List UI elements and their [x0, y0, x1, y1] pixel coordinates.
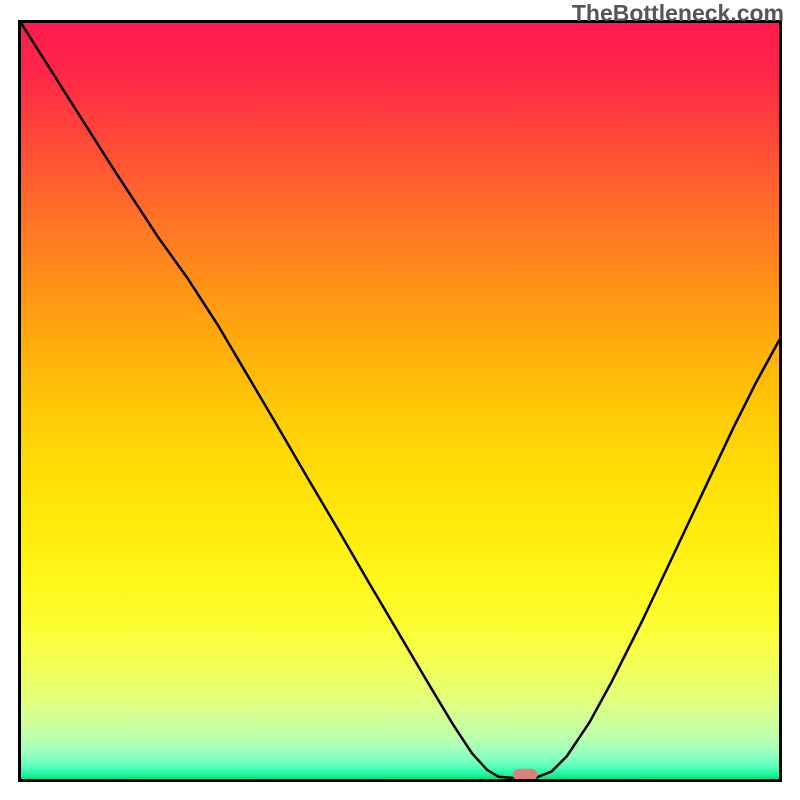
watermark-text: TheBottleneck.com	[572, 0, 784, 27]
optimal-marker	[513, 769, 537, 779]
chart-svg	[21, 23, 779, 779]
plot-area	[21, 23, 779, 779]
bottleneck-curve	[21, 23, 779, 778]
